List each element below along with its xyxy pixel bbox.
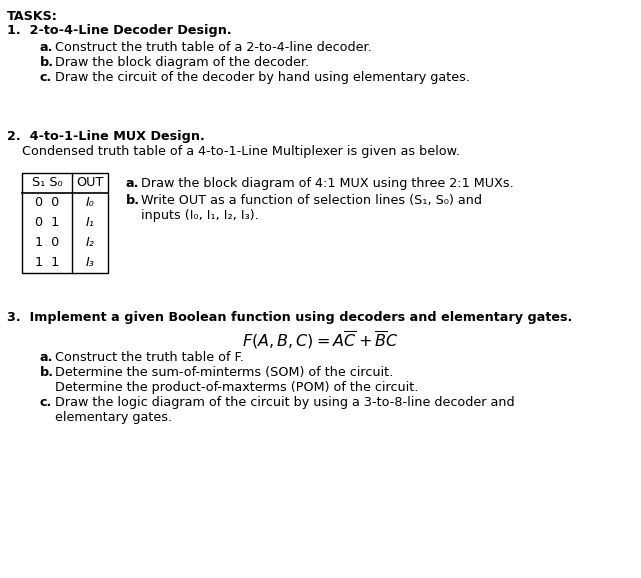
Text: 1.  2-to-4-Line Decoder Design.: 1. 2-to-4-Line Decoder Design. <box>7 24 231 37</box>
Text: c.: c. <box>40 396 53 409</box>
Text: TASKS:: TASKS: <box>7 10 58 23</box>
Text: Draw the block diagram of the decoder.: Draw the block diagram of the decoder. <box>55 56 309 69</box>
Text: Draw the block diagram of 4:1 MUX using three 2:1 MUXs.: Draw the block diagram of 4:1 MUX using … <box>141 177 513 190</box>
Text: inputs (I₀, I₁, I₂, I₃).: inputs (I₀, I₁, I₂, I₃). <box>141 209 259 222</box>
Text: Draw the logic diagram of the circuit by using a 3-to-8-line decoder and: Draw the logic diagram of the circuit by… <box>55 396 515 409</box>
Text: 0  0: 0 0 <box>35 197 59 209</box>
Text: Construct the truth table of a 2-to-4-line decoder.: Construct the truth table of a 2-to-4-li… <box>55 41 372 54</box>
Text: c.: c. <box>40 71 53 84</box>
Text: I₀: I₀ <box>85 197 94 209</box>
Text: b.: b. <box>40 366 54 379</box>
Text: Determine the sum-of-minterms (SOM) of the circuit.: Determine the sum-of-minterms (SOM) of t… <box>55 366 393 379</box>
Text: Construct the truth table of F.: Construct the truth table of F. <box>55 351 244 364</box>
Text: 0  1: 0 1 <box>35 217 59 229</box>
Text: 1  0: 1 0 <box>35 236 59 250</box>
Text: S₁ S₀: S₁ S₀ <box>31 176 62 190</box>
Bar <box>22 173 108 273</box>
Text: OUT: OUT <box>76 176 104 190</box>
Text: Determine the product-of-maxterms (POM) of the circuit.: Determine the product-of-maxterms (POM) … <box>55 381 419 394</box>
Text: I₁: I₁ <box>85 217 94 229</box>
Text: a.: a. <box>126 177 139 190</box>
Text: I₃: I₃ <box>85 257 94 269</box>
Text: 2.  4-to-1-Line MUX Design.: 2. 4-to-1-Line MUX Design. <box>7 130 204 143</box>
Text: a.: a. <box>40 41 53 54</box>
Text: b.: b. <box>126 194 140 207</box>
Text: Condensed truth table of a 4-to-1-Line Multiplexer is given as below.: Condensed truth table of a 4-to-1-Line M… <box>22 145 460 158</box>
Text: I₂: I₂ <box>85 236 94 250</box>
Text: $F(A,B,C) = A\overline{C} + \overline{B}C$: $F(A,B,C) = A\overline{C} + \overline{B}… <box>242 329 398 351</box>
Text: Draw the circuit of the decoder by hand using elementary gates.: Draw the circuit of the decoder by hand … <box>55 71 470 84</box>
Text: elementary gates.: elementary gates. <box>55 411 172 424</box>
Text: 1  1: 1 1 <box>35 257 59 269</box>
Text: 3.  Implement a given Boolean function using decoders and elementary gates.: 3. Implement a given Boolean function us… <box>7 311 572 324</box>
Text: a.: a. <box>40 351 53 364</box>
Text: b.: b. <box>40 56 54 69</box>
Text: Write OUT as a function of selection lines (S₁, S₀) and: Write OUT as a function of selection lin… <box>141 194 482 207</box>
